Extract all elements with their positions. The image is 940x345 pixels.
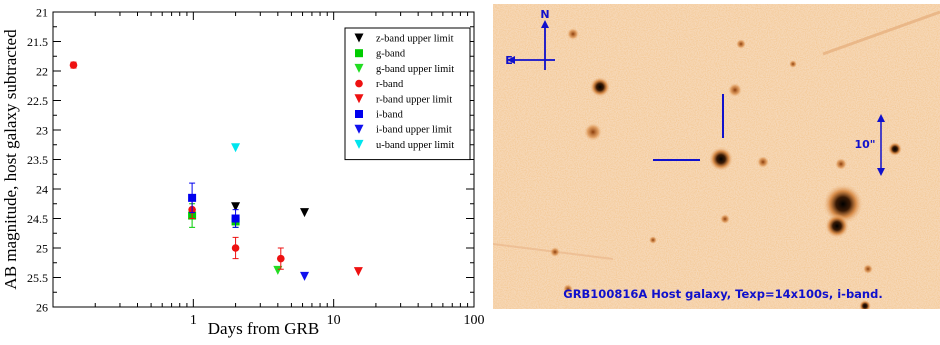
galaxy-blob — [835, 158, 847, 170]
y-axis-label: AB magnitude, host galaxy subtracted — [1, 29, 20, 290]
galaxy-blob — [720, 214, 730, 224]
series-r-band-upper-limit — [353, 267, 363, 277]
data-point — [69, 61, 78, 69]
series-r-band — [69, 61, 285, 270]
host-galaxy-image: N E 10" GRB100816A Host galaxy, Texp=14x… — [492, 4, 940, 312]
legend-marker — [354, 63, 364, 73]
star — [590, 77, 610, 97]
data-point — [273, 265, 283, 275]
galaxy-blob — [863, 264, 873, 274]
y-tick-label: 26 — [36, 301, 48, 315]
y-tick-label: 21.5 — [27, 35, 48, 49]
data-point — [188, 193, 197, 202]
compass-north-label: N — [540, 8, 549, 21]
legend-marker — [354, 94, 364, 104]
series-u-band-upper-limit — [231, 143, 241, 153]
y-tick-label: 25 — [36, 242, 48, 256]
y-tick-label: 21 — [36, 6, 48, 20]
data-points — [69, 61, 363, 281]
compass — [507, 20, 555, 70]
galaxy-blob — [550, 247, 560, 257]
legend-label: r-band — [376, 79, 404, 90]
galaxy-blob — [789, 60, 797, 68]
x-axis-label: Days from GRB — [208, 319, 319, 338]
galaxy-blob — [567, 28, 579, 40]
legend-label: i-band — [376, 110, 404, 121]
x-tick-label: 10 — [327, 313, 341, 328]
legend-entry: g-band — [355, 49, 406, 60]
axis-ticks: 1 10 100 21 21.5 22 22.5 23 23.5 24 24.5 25 25.5 26 — [27, 6, 485, 329]
galaxy-blob — [728, 83, 742, 97]
light-curve-chart: 1 10 100 21 21.5 22 22.5 23 23.5 24 24.5 25 25.5 26 D… — [1, 6, 485, 339]
legend-marker — [355, 79, 363, 88]
legend-entry: u-band upper limit — [354, 139, 454, 151]
data-point — [231, 214, 240, 223]
scale-bar-label: 10" — [854, 138, 875, 151]
galaxy-blob — [736, 39, 746, 49]
x-tick-label: 100 — [464, 313, 485, 328]
star — [888, 142, 902, 156]
satellite-trail — [822, 10, 940, 56]
legend-label: g-band upper limit — [376, 64, 454, 75]
series-z-band-upper-limit — [231, 202, 310, 218]
image-caption: GRB100816A Host galaxy, Texp=14x100s, i-… — [563, 287, 882, 301]
legend-marker — [354, 124, 364, 134]
legend-entry: i-band — [355, 110, 404, 121]
y-tick-label: 23 — [36, 124, 48, 138]
legend-label: r-band upper limit — [376, 94, 452, 105]
chart-svg: 1 10 100 21 21.5 22 22.5 23 23.5 24 24.5 25 25.5 26 D… — [1, 6, 485, 339]
compass-east-label: E — [505, 54, 513, 67]
bright-star — [823, 184, 863, 224]
galaxy-blob — [649, 236, 657, 244]
legend-entry: i-band upper limit — [354, 124, 452, 136]
galaxy-image-svg: N E 10" GRB100816A Host galaxy, Texp=14x… — [492, 4, 940, 312]
series-i-band — [188, 182, 240, 228]
series-g-band-upper-limit — [273, 265, 283, 275]
data-point — [276, 254, 285, 263]
y-tick-label: 23.5 — [27, 153, 48, 167]
legend-label: g-band — [376, 49, 406, 60]
legend-label: u-band upper limit — [376, 140, 454, 151]
legend-marker — [354, 139, 364, 149]
grb-host-galaxy — [709, 147, 733, 171]
y-tick-label: 25.5 — [27, 271, 48, 285]
legend-entry: g-band upper limit — [354, 63, 454, 75]
galaxy-blob — [584, 123, 602, 141]
legend-marker — [355, 49, 363, 58]
legend-label: i-band upper limit — [376, 125, 452, 136]
legend-box — [344, 27, 471, 161]
y-tick-label: 22.5 — [27, 94, 48, 108]
legend-label: z-band upper limit — [376, 34, 454, 45]
galaxy-blob — [757, 156, 769, 168]
galaxy-blob — [563, 284, 573, 294]
data-point — [231, 244, 240, 252]
data-point — [231, 202, 241, 212]
y-tick-label: 24 — [36, 183, 48, 197]
data-point — [300, 271, 310, 281]
x-tick-label: 1 — [190, 313, 197, 328]
data-point — [300, 208, 310, 218]
bright-star — [825, 214, 849, 238]
legend-marker — [355, 110, 363, 118]
data-point — [353, 267, 363, 277]
legend: z-band upper limit g-band g-band upper lim… — [344, 27, 471, 161]
legend-entry: z-band upper limit — [354, 33, 454, 45]
legend-entry: r-band upper limit — [354, 94, 452, 105]
data-point — [231, 143, 241, 153]
y-tick-label: 22 — [36, 65, 48, 79]
series-i-band-upper-limit — [300, 271, 310, 281]
scale-bar — [877, 114, 885, 176]
legend-marker — [354, 33, 364, 43]
y-tick-label: 24.5 — [27, 212, 48, 226]
legend-entry: r-band — [355, 79, 404, 90]
